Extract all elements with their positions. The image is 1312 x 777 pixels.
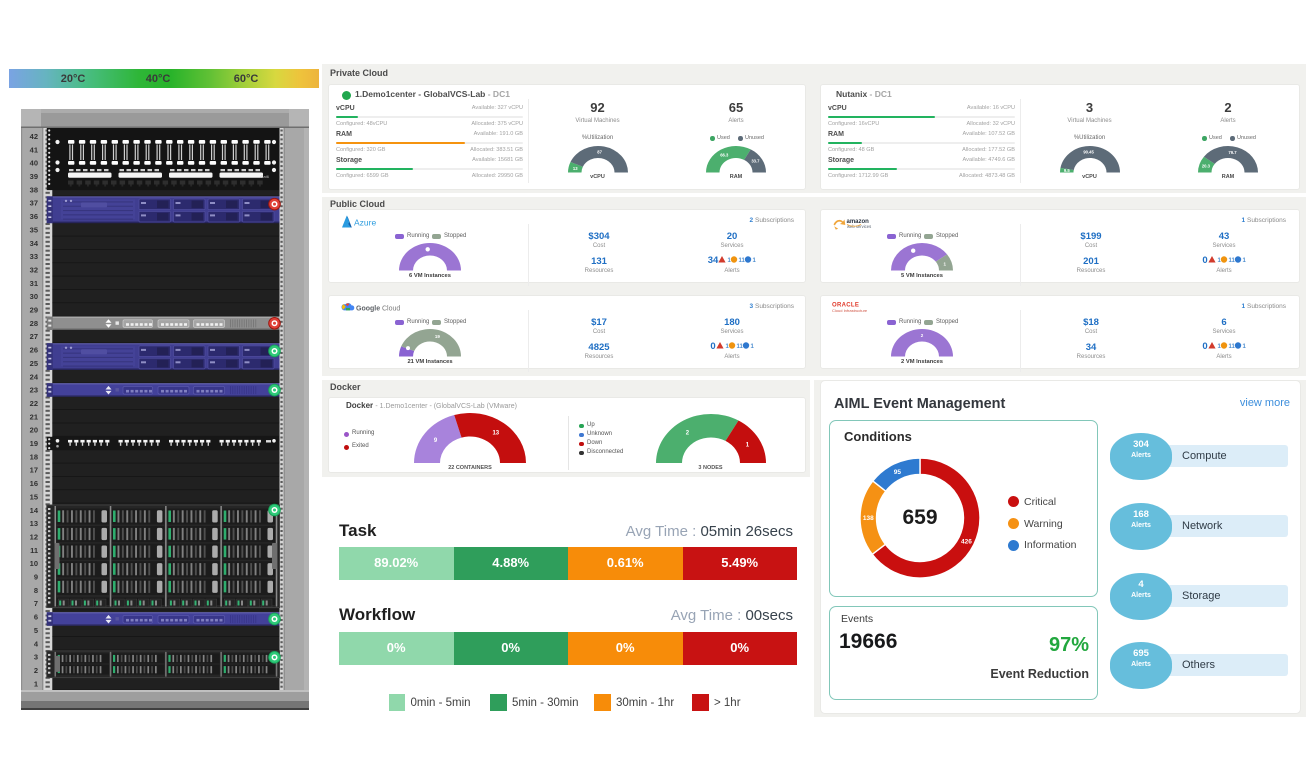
svg-text:2: 2 bbox=[921, 332, 924, 337]
svg-text:28: 28 bbox=[30, 319, 38, 328]
svg-text:5: 5 bbox=[34, 626, 38, 635]
svg-text:30: 30 bbox=[30, 292, 38, 301]
svg-text:20: 20 bbox=[30, 426, 38, 435]
svg-text:19: 19 bbox=[30, 439, 38, 448]
svg-text:22: 22 bbox=[30, 399, 38, 408]
svg-text:16: 16 bbox=[30, 479, 38, 488]
svg-text:33.7: 33.7 bbox=[751, 158, 760, 163]
svg-text:1: 1 bbox=[1217, 258, 1221, 264]
svg-text:amazon: amazon bbox=[847, 219, 870, 225]
svg-text:24: 24 bbox=[30, 372, 39, 381]
svg-text:26: 26 bbox=[30, 346, 38, 355]
svg-text:17: 17 bbox=[30, 466, 38, 475]
svg-text:13: 13 bbox=[30, 519, 38, 528]
svg-text:1: 1 bbox=[745, 442, 749, 448]
svg-text:95: 95 bbox=[894, 469, 902, 476]
svg-text:7: 7 bbox=[34, 599, 38, 608]
svg-text:10: 10 bbox=[30, 559, 38, 568]
svg-text:Azure: Azure bbox=[354, 218, 376, 228]
svg-text:1: 1 bbox=[725, 344, 729, 350]
svg-text:37: 37 bbox=[30, 199, 38, 208]
svg-text:Cloud: Cloud bbox=[382, 306, 400, 313]
svg-text:33: 33 bbox=[30, 252, 38, 261]
svg-text:4: 4 bbox=[34, 639, 39, 648]
svg-text:12: 12 bbox=[30, 533, 38, 542]
svg-text:1: 1 bbox=[944, 261, 947, 266]
svg-text:36: 36 bbox=[30, 212, 38, 221]
svg-text:11: 11 bbox=[739, 258, 746, 264]
svg-text:29: 29 bbox=[30, 306, 38, 315]
svg-text:35: 35 bbox=[30, 225, 38, 234]
svg-text:1: 1 bbox=[728, 258, 732, 264]
svg-text:14: 14 bbox=[30, 506, 39, 515]
svg-text:31: 31 bbox=[30, 279, 38, 288]
svg-text:web services: web services bbox=[847, 224, 871, 229]
svg-text:138: 138 bbox=[863, 515, 874, 522]
svg-text:41: 41 bbox=[30, 145, 38, 154]
svg-text:ORACLE: ORACLE bbox=[832, 303, 859, 309]
svg-text:34: 34 bbox=[30, 239, 39, 248]
svg-text:25: 25 bbox=[30, 359, 38, 368]
svg-text:Cloud Infrastructure: Cloud Infrastructure bbox=[832, 308, 868, 313]
svg-text:6: 6 bbox=[34, 613, 38, 622]
svg-text:3: 3 bbox=[34, 653, 38, 662]
svg-text:9: 9 bbox=[434, 438, 438, 444]
svg-text:38: 38 bbox=[30, 185, 38, 194]
svg-text:2: 2 bbox=[685, 430, 689, 436]
svg-text:21: 21 bbox=[30, 412, 38, 421]
svg-text:2: 2 bbox=[34, 666, 38, 675]
svg-text:1: 1 bbox=[1242, 344, 1246, 350]
svg-text:13: 13 bbox=[572, 165, 577, 170]
svg-text:9: 9 bbox=[34, 573, 38, 582]
svg-text:11: 11 bbox=[1228, 344, 1235, 350]
svg-text:32: 32 bbox=[30, 266, 38, 275]
svg-text:90.45: 90.45 bbox=[1083, 149, 1094, 154]
svg-text:40: 40 bbox=[30, 159, 38, 168]
svg-text:39: 39 bbox=[30, 172, 38, 181]
svg-text:8: 8 bbox=[34, 586, 38, 595]
svg-text:9.5: 9.5 bbox=[1063, 168, 1069, 173]
svg-text:1: 1 bbox=[1242, 258, 1246, 264]
svg-text:11: 11 bbox=[1228, 258, 1235, 264]
svg-text:1: 1 bbox=[753, 258, 757, 264]
svg-text:87: 87 bbox=[597, 149, 602, 154]
svg-text:42: 42 bbox=[30, 132, 38, 141]
svg-text:23: 23 bbox=[30, 386, 38, 395]
svg-text:1: 1 bbox=[1217, 344, 1221, 350]
svg-text:13: 13 bbox=[492, 430, 499, 436]
svg-text:18: 18 bbox=[30, 452, 38, 461]
svg-text:1: 1 bbox=[750, 344, 754, 350]
svg-text:1: 1 bbox=[34, 679, 38, 688]
svg-text:Cat6: Cat6 bbox=[261, 174, 270, 179]
svg-text:15: 15 bbox=[30, 492, 38, 501]
svg-text:426: 426 bbox=[961, 538, 972, 545]
svg-text:Google: Google bbox=[356, 306, 380, 313]
svg-text:66.3: 66.3 bbox=[720, 152, 729, 157]
svg-text:79.7: 79.7 bbox=[1228, 149, 1237, 154]
svg-text:11: 11 bbox=[30, 546, 38, 555]
svg-text:20.3: 20.3 bbox=[1202, 163, 1211, 168]
svg-text:19: 19 bbox=[435, 333, 441, 338]
svg-text:27: 27 bbox=[30, 332, 38, 341]
svg-text:11: 11 bbox=[736, 344, 743, 350]
